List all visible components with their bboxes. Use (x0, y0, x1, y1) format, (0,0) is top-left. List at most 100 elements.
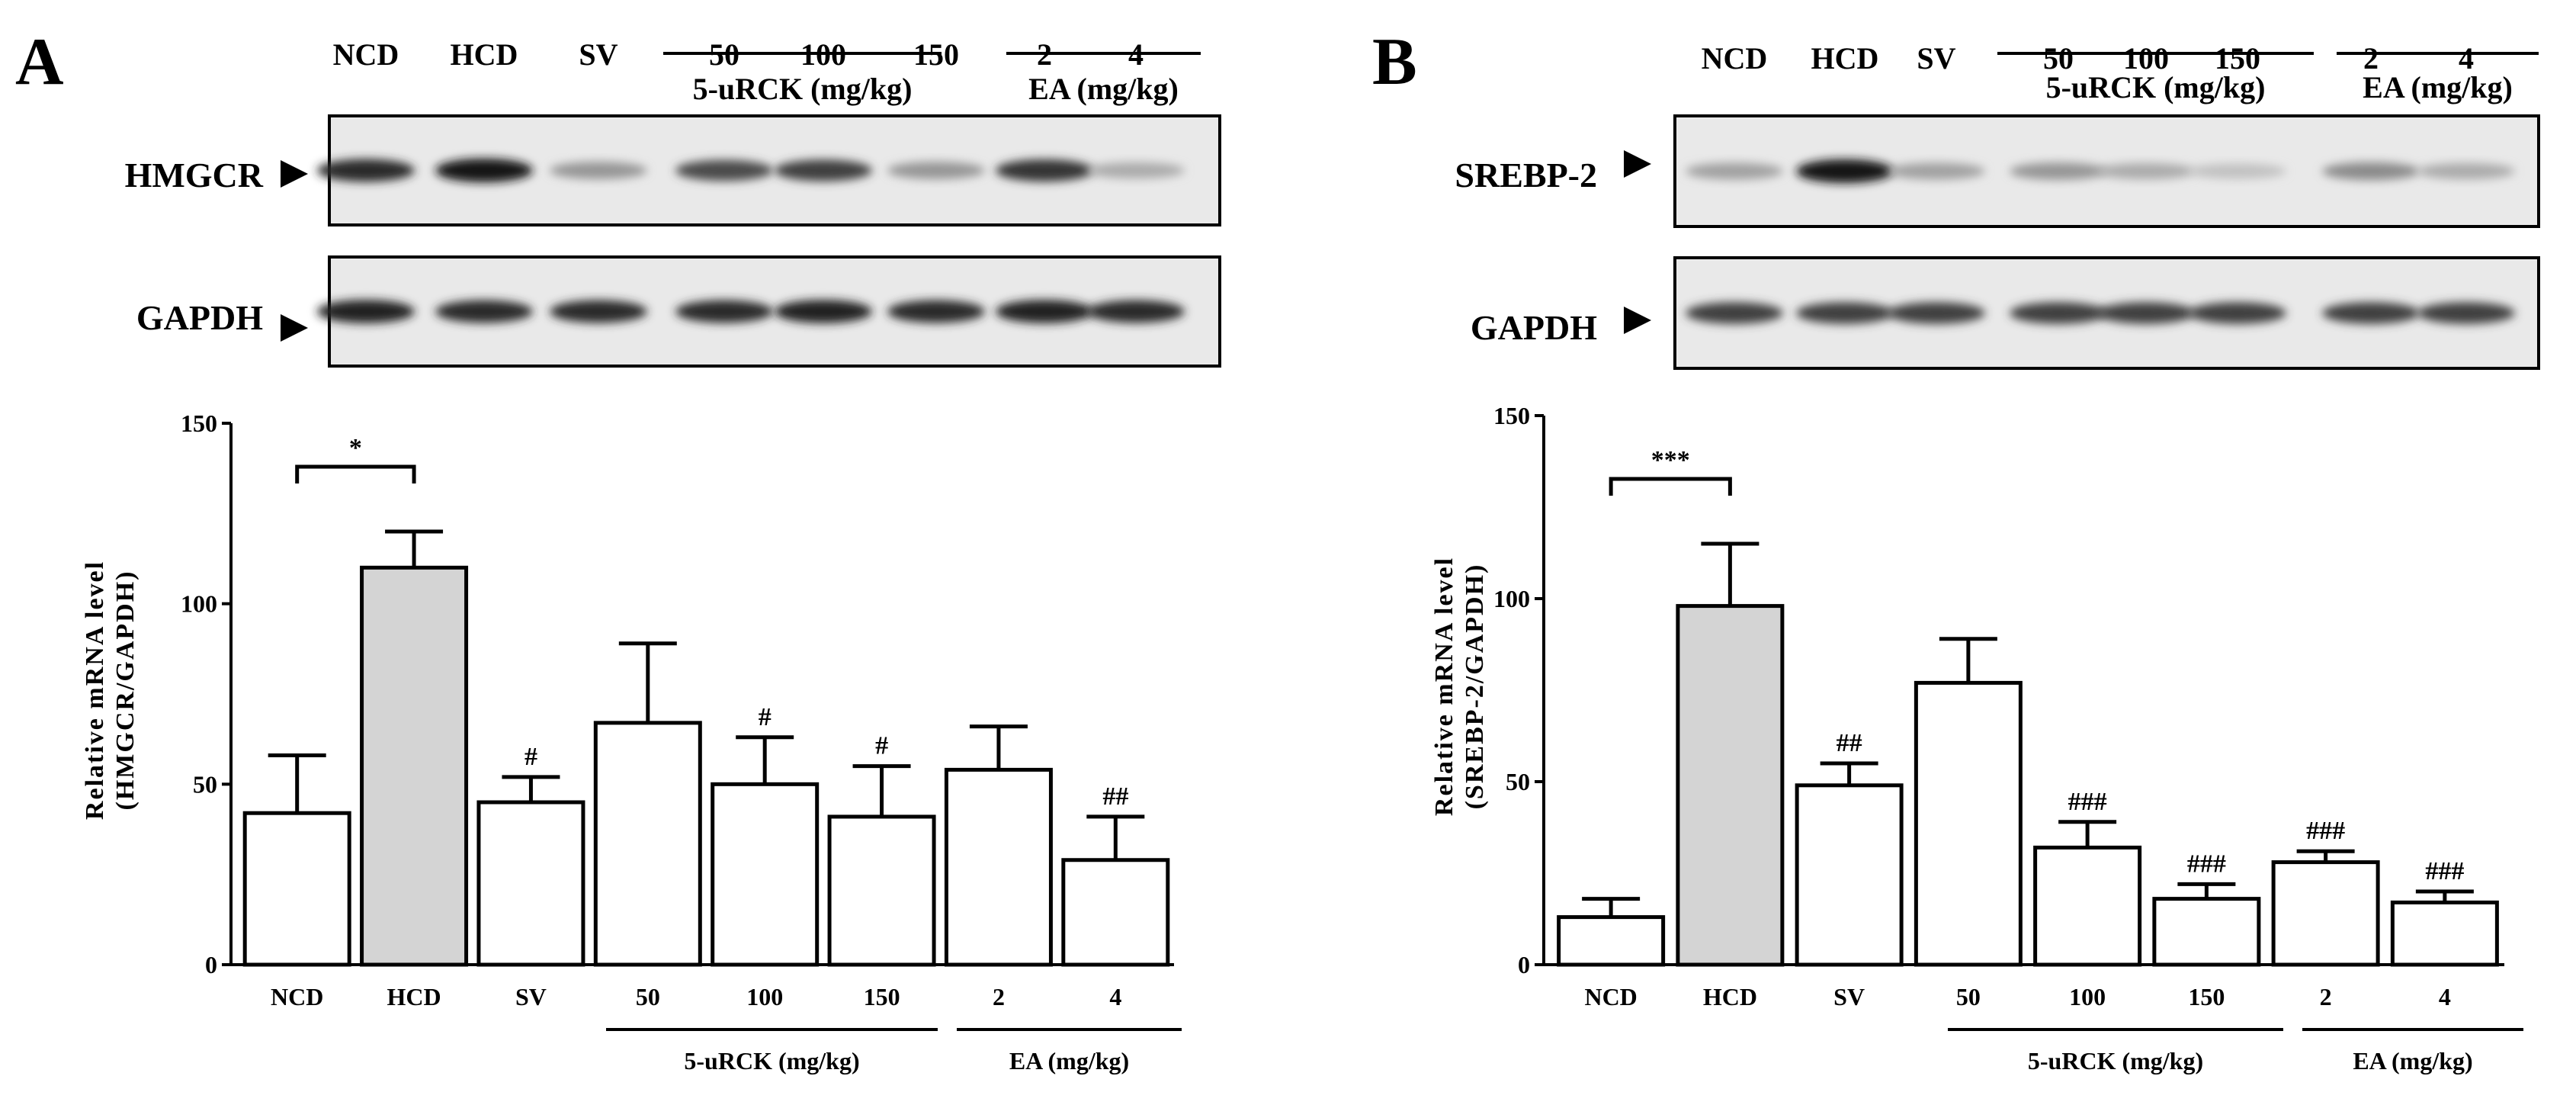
bar (1795, 783, 1904, 967)
y-tick-label: 0 (205, 951, 217, 978)
x-tick-label: 100 (2069, 983, 2106, 1010)
gel-control (1673, 256, 2540, 370)
significance-label: ## (1837, 729, 1862, 757)
y-axis-label-line: (HMGCR/GAPDH) (111, 570, 140, 811)
arrow-icon (281, 314, 308, 342)
x-tick-label: NCD (271, 983, 323, 1010)
y-axis-label-line: (SREBP-2/GAPDH) (1461, 564, 1489, 810)
gel-band (1888, 302, 1985, 324)
x-tick-label: 50 (1956, 983, 1981, 1010)
gel-band (317, 300, 415, 323)
gel-band (1686, 302, 1783, 324)
arrow-icon (281, 160, 308, 188)
bar (476, 800, 585, 967)
significance-label: # (525, 743, 537, 771)
x-tick-label: NCD (1584, 983, 1637, 1010)
lane-label: SV (579, 37, 618, 72)
gel-band (2010, 302, 2107, 324)
panel-a: A NCD HCD SV 50 100 150 2 4 5-uRCK (mg/kg) EA (mg/… (15, 25, 1221, 1074)
y-axis-label: Relative mRNA level (HMGCR/GAPDH) (81, 561, 140, 820)
group-label-bottom: EA (mg/kg) (1009, 1047, 1129, 1074)
bar (360, 565, 469, 967)
comparison-bracket (295, 464, 416, 483)
bar (593, 721, 702, 967)
significance-label: ### (2187, 850, 2226, 878)
lane-label: 4 (2459, 41, 2474, 75)
bar (242, 811, 351, 967)
bar (2033, 845, 2142, 967)
y-tick-label: 100 (181, 590, 217, 618)
gel-target (1673, 114, 2540, 228)
gel-band (2322, 162, 2420, 181)
gel-band (550, 300, 647, 323)
gel-target-label: HMGCR (125, 156, 264, 194)
group-label-bottom: 5-uRCK (mg/kg) (2028, 1047, 2203, 1074)
bar (1914, 680, 2023, 967)
gel-control-label: GAPDH (136, 298, 263, 337)
significance-label: # (875, 732, 888, 760)
gel-band (2189, 302, 2286, 324)
y-tick-label: 50 (1506, 768, 1530, 795)
x-tick-label: HCD (387, 983, 441, 1010)
gel-band (775, 159, 872, 181)
lane-label: NCD (1702, 41, 1768, 75)
x-tick-label: SV (515, 983, 547, 1010)
bar (1061, 858, 1170, 967)
gel-band (996, 300, 1093, 323)
group-label-top: EA (mg/kg) (2363, 70, 2513, 104)
gel-band (2010, 162, 2107, 180)
gel-band (675, 300, 773, 323)
y-axis-label-line: Relative mRNA level (81, 561, 109, 820)
y-axis-label: Relative mRNA level (SREBP-2/GAPDH) (1430, 557, 1489, 816)
panel-letter: B (1372, 25, 1417, 99)
significance-label: ### (2068, 788, 2107, 816)
gel-band (1686, 162, 1783, 180)
lane-label: HCD (451, 37, 518, 72)
gel-band (1087, 300, 1185, 323)
x-tick-label: 50 (636, 983, 660, 1010)
gel-band (1796, 302, 1894, 324)
gel-band (996, 159, 1093, 182)
x-tick-label: 150 (2188, 983, 2225, 1010)
lane-label: 150 (2215, 41, 2260, 75)
x-tick-label: HCD (1703, 983, 1757, 1010)
x-tick-label: 4 (2439, 983, 2451, 1010)
gel-band (2322, 302, 2420, 324)
y-tick-label: 150 (181, 410, 217, 437)
bar (2152, 897, 2261, 967)
group-label-top: 5-uRCK (mg/kg) (693, 72, 913, 106)
y-tick-label: 0 (1518, 951, 1530, 978)
significance-label: ## (1102, 782, 1128, 811)
gel-band (2097, 302, 2195, 324)
gel-band (775, 300, 872, 323)
gel-band (1087, 162, 1185, 179)
gel-band (2189, 163, 2286, 179)
group-label-top: EA (mg/kg) (1028, 72, 1179, 106)
lane-label: 100 (2123, 41, 2169, 75)
bar (2271, 860, 2380, 967)
bar (711, 782, 820, 967)
gel-band (435, 158, 533, 183)
bar (944, 767, 1053, 967)
group-label-bottom: 5-uRCK (mg/kg) (684, 1047, 859, 1074)
y-tick-label: 100 (1493, 585, 1530, 612)
group-label-bottom: EA (mg/kg) (2353, 1047, 2472, 1074)
gel-band (675, 159, 773, 181)
x-tick-label: 100 (746, 983, 783, 1010)
comparison-bracket (1609, 477, 1732, 496)
gel-band (2417, 162, 2515, 180)
y-axis-label-line: Relative mRNA level (1430, 557, 1458, 816)
x-tick-label: SV (1833, 983, 1865, 1010)
gel-control-label: GAPDH (1471, 308, 1597, 347)
arrow-icon (1624, 307, 1651, 334)
lane-label: SV (1917, 41, 1955, 75)
bar (2390, 900, 2499, 967)
gel-band (435, 300, 533, 323)
gel-target-label: SREBP-2 (1455, 156, 1597, 194)
gel-band (317, 159, 415, 182)
x-tick-label: 2 (993, 983, 1005, 1010)
lane-label: HCD (1811, 41, 1879, 75)
x-tick-label: 4 (1109, 983, 1121, 1010)
bar (1557, 915, 1666, 967)
